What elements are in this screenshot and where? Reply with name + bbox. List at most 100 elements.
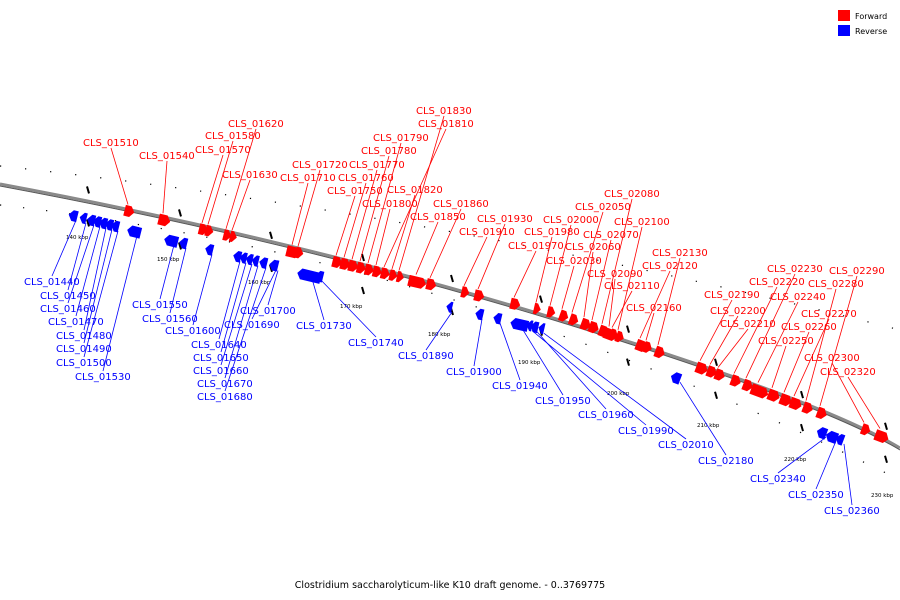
gene-cls-01800-glyph [371, 265, 382, 278]
gene-cls-02060-glyph [579, 317, 591, 331]
tick-mark [178, 209, 182, 217]
leader-line [611, 290, 633, 328]
gene-cls-01940-glyph [493, 312, 503, 325]
gene-cls-02030-glyph [557, 309, 569, 322]
leader-line [583, 251, 594, 318]
gene-cls-02190-glyph [694, 361, 708, 375]
tick-mark [626, 358, 630, 366]
gene-labels: CLS_01510CLS_01540CLS_01570CLS_01580CLS_… [24, 106, 885, 517]
gene-cls-01660-glyph [245, 253, 254, 266]
gene-label: CLS_01800 [362, 199, 418, 210]
gene-label: CLS_02120 [642, 261, 698, 272]
gene-cls-02290-glyph [815, 406, 827, 420]
gene-label: CLS_02200 [710, 306, 766, 317]
leader-line [793, 318, 830, 397]
gene-cls-01770-glyph [347, 259, 359, 272]
leader-line [311, 278, 325, 321]
gene-cls-01820-glyph [388, 269, 398, 281]
leader-line [224, 267, 267, 392]
tick-label-140: 140 kbp [66, 235, 89, 241]
leader-line [359, 155, 390, 262]
gene-cls-01960-glyph [530, 321, 540, 334]
leader-line [819, 275, 858, 406]
leader-line [499, 323, 521, 381]
gene-label: CLS_01630 [222, 170, 278, 181]
leader-line [591, 239, 612, 321]
leader-line [225, 128, 257, 229]
leader-line [425, 311, 453, 351]
gene-cls-02130-glyph [653, 345, 665, 359]
leader-line [513, 250, 537, 298]
leader-line [639, 270, 671, 339]
legend-reverse-label: Reverse [855, 27, 887, 36]
leader-line [535, 236, 553, 303]
leader-line [335, 195, 356, 256]
gene-cls-02010-glyph [538, 323, 546, 335]
gene-label: CLS_02270 [801, 309, 857, 320]
gene-cls-01950-glyph [510, 318, 530, 332]
leader-line [351, 169, 378, 260]
gene-label: CLS_02010 [658, 440, 714, 451]
gene-label: CLS_02030 [546, 256, 602, 267]
genome-backbone-shadow [0, 185, 900, 451]
map-caption: Clostridium saccharolyticum-like K10 dra… [295, 580, 605, 591]
leader-line [51, 220, 77, 277]
leader-line [601, 198, 633, 324]
gene-label: CLS_01470 [48, 317, 104, 328]
leader-line [531, 330, 647, 426]
gene-label: CLS_02230 [767, 264, 823, 275]
leader-line [783, 331, 810, 393]
gene-label: CLS_01670 [197, 379, 253, 390]
tick-mark [86, 219, 90, 227]
gene-label: CLS_02050 [575, 202, 631, 213]
gene-cls-02260-glyph [778, 393, 792, 407]
gene-cls-01850-glyph [407, 274, 427, 289]
leader-line [415, 221, 439, 275]
leader-line [745, 273, 796, 379]
gene-label: CLS_01540 [139, 151, 195, 162]
gene-label: CLS_01660 [193, 366, 249, 377]
gene-label: CLS_01970 [508, 241, 564, 252]
tick-mark [884, 422, 888, 431]
leader-line [201, 154, 224, 224]
gene-label: CLS_01950 [535, 396, 591, 407]
gene-label: CLS_01480 [56, 331, 112, 342]
gene-label: CLS_01730 [296, 321, 352, 332]
gene-cls-02230-glyph [741, 378, 753, 392]
tick-label-190: 190 kbp [518, 360, 541, 366]
leader-line [831, 362, 865, 423]
leader-line [251, 269, 277, 320]
leader-line [220, 264, 253, 366]
leader-line [805, 288, 837, 401]
leader-line [67, 224, 95, 304]
leader-line [231, 179, 251, 231]
gene-label: CLS_01990 [618, 426, 674, 437]
gene-label: CLS_01930 [477, 214, 533, 225]
gene-label: CLS_02210 [720, 319, 776, 330]
gene-cls-01990-glyph [526, 320, 534, 332]
gene-label: CLS_01750 [327, 186, 383, 197]
gene-label: CLS_01570 [195, 145, 251, 156]
gene-cls-02100-glyph [614, 330, 624, 343]
gene-label: CLS_01860 [433, 199, 489, 210]
leader-line [391, 194, 416, 269]
leader-line [169, 247, 187, 314]
gene-cls-01450-glyph [79, 212, 88, 225]
leader-line [473, 318, 483, 367]
gene-cls-01510-glyph [123, 204, 135, 217]
leader-line [709, 315, 739, 365]
gene-label: CLS_02220 [749, 277, 805, 288]
gene-cls-01780-glyph [355, 261, 366, 274]
gene-cls-01670-glyph [251, 255, 260, 267]
gene-label: CLS_01820 [387, 185, 443, 196]
gene-cls-01810-glyph [379, 267, 390, 280]
leader-line [192, 254, 213, 326]
tick-mark [450, 274, 454, 283]
legend: Forward Reverse [838, 10, 887, 36]
tick-mark [800, 423, 804, 432]
gene-cls-01740-glyph [315, 270, 325, 283]
tick-mark [539, 295, 543, 303]
gene-cls-01630-glyph [228, 230, 237, 243]
gene-cls-02180-glyph [670, 372, 683, 385]
leader-line [429, 208, 462, 279]
